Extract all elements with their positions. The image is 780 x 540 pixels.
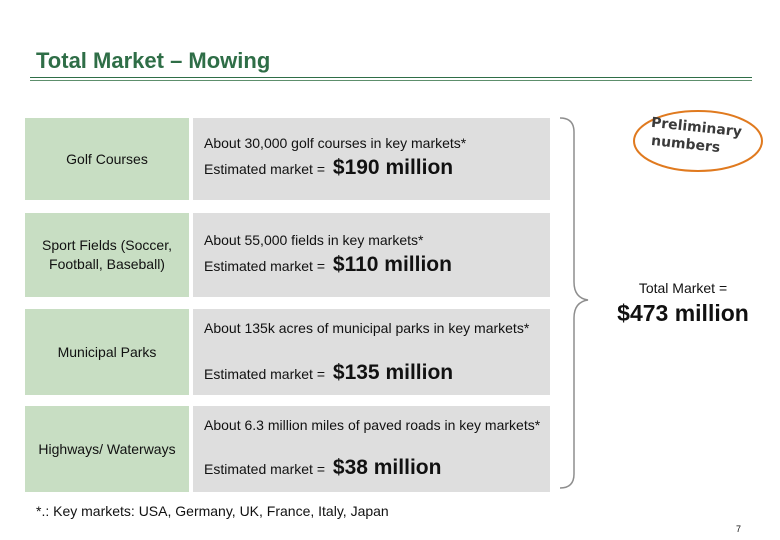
- info-highways-waterways: About 6.3 million miles of paved roads i…: [193, 406, 550, 492]
- title-underline-secondary: [30, 80, 752, 81]
- total-market-label: Total Market =: [638, 280, 728, 296]
- category-label: Municipal Parks: [57, 343, 157, 360]
- category-label: Sport Fields (Soccer, Football, Baseball…: [42, 237, 172, 272]
- category-label: Golf Courses: [66, 150, 148, 167]
- footnote: *.: Key markets: USA, Germany, UK, Franc…: [36, 503, 389, 519]
- estimate-value: $190 million: [332, 156, 454, 179]
- title-underline: [30, 77, 752, 78]
- row-description: About 30,000 golf courses in key markets…: [204, 135, 467, 151]
- category-municipal-parks: Municipal Parks: [25, 309, 189, 395]
- badge-line-2: numbers: [650, 133, 721, 156]
- row-estimate: Estimated market = $38 million: [204, 456, 441, 480]
- page-number: 7: [736, 524, 742, 534]
- estimate-label: Estimated market =: [204, 161, 325, 177]
- row-estimate: Estimated market = $135 million: [204, 361, 453, 385]
- info-municipal-parks: About 135k acres of municipal parks in k…: [193, 309, 550, 395]
- estimate-label: Estimated market =: [204, 366, 325, 382]
- row-estimate: Estimated market = $190 million: [204, 156, 453, 180]
- estimate-value: $135 million: [332, 361, 454, 384]
- estimate-value: $110 million: [332, 253, 452, 276]
- total-market-value: $473 million: [617, 300, 749, 326]
- row-estimate: Estimated market = $110 million: [204, 253, 452, 277]
- info-golf-courses: About 30,000 golf courses in key markets…: [193, 118, 550, 200]
- estimate-label: Estimated market =: [204, 258, 325, 274]
- row-description: About 135k acres of municipal parks in k…: [204, 320, 530, 336]
- info-sport-fields: About 55,000 fields in key markets* Esti…: [193, 213, 550, 297]
- category-highways-waterways: Highways/ Waterways: [25, 406, 189, 492]
- page-title: Total Market – Mowing: [36, 48, 271, 73]
- estimate-value: $38 million: [332, 456, 442, 479]
- row-description: About 55,000 fields in key markets*: [204, 232, 424, 248]
- category-label: Highways/ Waterways: [38, 440, 176, 457]
- row-description: About 6.3 million miles of paved roads i…: [204, 417, 541, 433]
- category-golf-courses: Golf Courses: [25, 118, 189, 200]
- preliminary-badge: Preliminary numbers: [633, 110, 763, 172]
- grouping-brace: [559, 117, 589, 489]
- estimate-label: Estimated market =: [204, 461, 325, 477]
- category-sport-fields: Sport Fields (Soccer, Football, Baseball…: [25, 213, 189, 297]
